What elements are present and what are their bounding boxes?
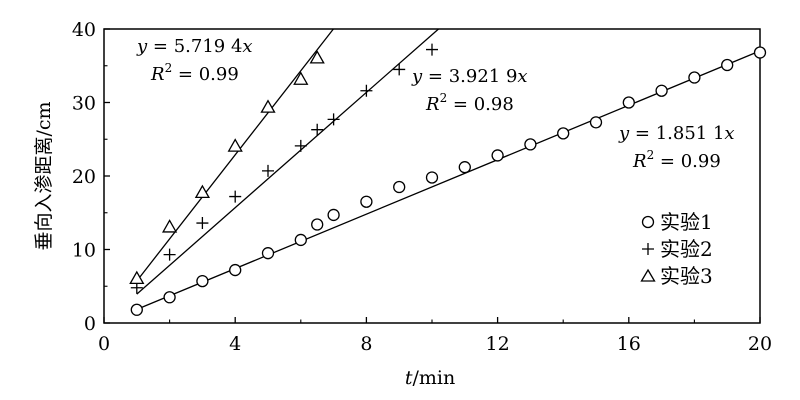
axis-tick-labels: 0 4 8 12 16 20 0 10 20 30 40 <box>72 19 772 355</box>
point-series2 <box>393 63 406 76</box>
r2-2-sup: 2 <box>440 91 448 105</box>
point-series3 <box>260 99 276 113</box>
legend-label-2: 实验2 <box>660 237 713 261</box>
point-series3 <box>293 71 309 85</box>
fit-line-series3 <box>136 28 334 282</box>
point-series1 <box>622 96 635 109</box>
y-tick-label: 20 <box>72 166 96 188</box>
fit-lines <box>136 28 761 310</box>
point-series1 <box>524 138 537 151</box>
legend: 实验1 实验2 实验3 <box>640 210 713 288</box>
point-series1 <box>311 218 324 231</box>
r2-2-value: = 0.98 <box>447 94 514 115</box>
point-series1 <box>688 71 701 84</box>
point-series1 <box>229 263 242 277</box>
x-tick-label: 20 <box>748 333 772 355</box>
x-axis-var: t <box>405 367 413 389</box>
eq2-x: x <box>517 66 527 87</box>
equation-series3: y = 5.719 4x <box>136 36 253 57</box>
point-series3 <box>309 50 325 64</box>
x-axis-title: t/min <box>405 367 455 389</box>
fit-annotations: y = 5.719 4x R2 = 0.99 y = 3.921 9x R2 =… <box>136 36 735 172</box>
fit-line-series2 <box>136 28 439 295</box>
point-series1 <box>589 116 603 129</box>
r2-2-label: R <box>425 94 440 115</box>
eq3-value: = 5.719 4 <box>147 36 242 57</box>
y-tick-label: 0 <box>84 313 96 335</box>
point-series2 <box>294 139 307 152</box>
eq1-y: y <box>618 123 630 144</box>
point-series1 <box>327 208 340 222</box>
r2-series2: R2 = 0.98 <box>425 91 514 115</box>
legend-label-1: 实验1 <box>660 210 713 234</box>
x-axis-unit: /min <box>412 367 455 389</box>
eq3-y: y <box>136 36 148 57</box>
r2-3-sup: 2 <box>165 61 173 75</box>
eq1-value: = 1.851 1 <box>629 123 724 144</box>
point-series2 <box>327 113 340 126</box>
point-series1 <box>360 195 373 208</box>
eq1-x: x <box>724 123 734 144</box>
r2-series1: R2 = 0.99 <box>632 148 721 172</box>
point-series1 <box>753 46 767 59</box>
point-series1 <box>425 171 439 184</box>
legend-label-3: 实验3 <box>660 264 713 288</box>
point-series2 <box>163 248 176 261</box>
fit-line-series1 <box>136 50 761 310</box>
point-series2 <box>196 217 209 230</box>
point-series1 <box>491 149 504 162</box>
point-series3 <box>194 184 211 199</box>
x-tick-label: 16 <box>617 333 641 355</box>
data-markers <box>129 43 767 316</box>
point-series3 <box>227 138 243 152</box>
point-series1 <box>130 303 143 316</box>
eq2-y: y <box>411 66 423 87</box>
y-tick-label: 30 <box>72 93 96 115</box>
legend-marker-triangle <box>640 268 656 282</box>
point-series2 <box>311 123 324 136</box>
point-series1 <box>196 274 209 288</box>
x-tick-label: 4 <box>229 333 241 355</box>
point-series2 <box>426 43 438 56</box>
equation-series2: y = 3.921 9x <box>411 66 528 87</box>
eq2-value: = 3.921 9 <box>422 66 517 87</box>
point-series1 <box>655 84 668 97</box>
r2-3-label: R <box>150 64 165 85</box>
point-series1 <box>294 233 307 247</box>
point-series1 <box>163 291 176 304</box>
r2-series3: R2 = 0.99 <box>150 61 239 85</box>
r2-3-value: = 0.99 <box>172 64 239 85</box>
x-tick-label: 8 <box>360 333 372 355</box>
legend-marker-circle <box>641 215 655 229</box>
point-series1 <box>721 58 734 72</box>
r2-1-value: = 0.99 <box>654 151 721 172</box>
legend-marker-plus <box>642 243 654 255</box>
point-series1 <box>557 127 570 140</box>
y-tick-label: 40 <box>72 19 96 41</box>
r2-1-label: R <box>632 151 647 172</box>
point-series2 <box>229 190 242 203</box>
eq3-x: x <box>242 36 252 57</box>
y-axis-title: 垂向入渗距离/cm <box>33 101 55 250</box>
point-series2 <box>262 164 274 177</box>
point-series2 <box>360 84 373 97</box>
x-tick-label: 12 <box>486 333 510 355</box>
point-series3 <box>129 270 145 285</box>
y-tick-label: 10 <box>72 240 96 262</box>
axis-ticks <box>103 28 761 324</box>
equation-series1: y = 1.851 1x <box>618 123 735 144</box>
r2-1-sup: 2 <box>647 148 655 162</box>
point-series3 <box>161 219 178 233</box>
point-series1 <box>393 180 406 194</box>
x-tick-label: 0 <box>98 333 110 355</box>
point-series1 <box>458 161 471 174</box>
point-series1 <box>261 247 275 260</box>
